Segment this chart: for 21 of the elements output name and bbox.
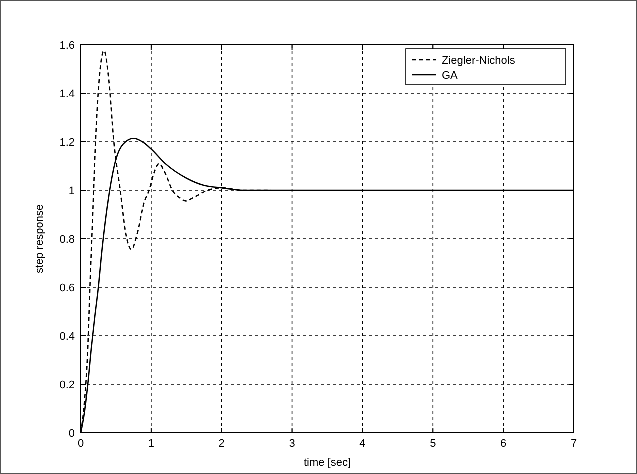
y-axis-title: step response [34,204,46,274]
x-tick-label: 5 [430,438,436,450]
x-tick-label: 3 [289,438,296,450]
y-tick-label: 0.4 [60,331,75,343]
x-axis-title: time [sec] [304,457,352,469]
legend-label: GA [442,70,459,82]
y-tick-label: 1.2 [60,137,75,149]
x-tick-label: 2 [218,438,225,450]
x-tick-label: 0 [78,438,84,450]
y-tick-label: 1.6 [60,40,75,52]
y-tick-label: 0.6 [60,282,75,294]
legend-label: Ziegler-Nichols [442,55,516,67]
x-tick-label: 6 [500,438,507,450]
y-tick-label: 1.4 [60,88,75,100]
y-tick-label: 1 [68,186,75,198]
x-tick-label: 7 [570,438,578,450]
x-tick-label: 4 [360,438,366,450]
y-tick-label: 0.2 [60,380,75,392]
y-tick-label: 0.8 [60,234,75,246]
y-tick-label: 0 [68,428,75,440]
x-tick-label: 1 [148,438,154,450]
